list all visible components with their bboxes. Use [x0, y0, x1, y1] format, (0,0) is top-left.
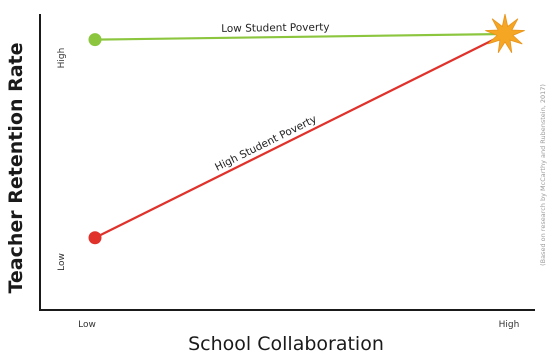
y-tick-high: High [57, 48, 67, 69]
y-tick-low: Low [57, 253, 67, 271]
series-line-low-poverty [94, 32, 506, 41]
research-credit: (Based on research by McCarthy and Ruben… [539, 84, 547, 266]
x-axis-title: School Collaboration [188, 333, 384, 355]
series-label-high-poverty: High Student Poverty [213, 113, 319, 174]
x-tick-high: High [499, 320, 520, 330]
series-start-point-low-poverty [88, 33, 102, 47]
x-tick-low: Low [78, 320, 96, 330]
y-axis-title: Teacher Retention Rate [5, 42, 27, 293]
plot-marks [88, 13, 525, 245]
series-start-point-high-poverty [88, 231, 102, 245]
convergence-star-icon [485, 13, 525, 54]
series-line-high-poverty [94, 32, 506, 239]
series-label-low-poverty: Low Student Poverty [221, 21, 330, 34]
